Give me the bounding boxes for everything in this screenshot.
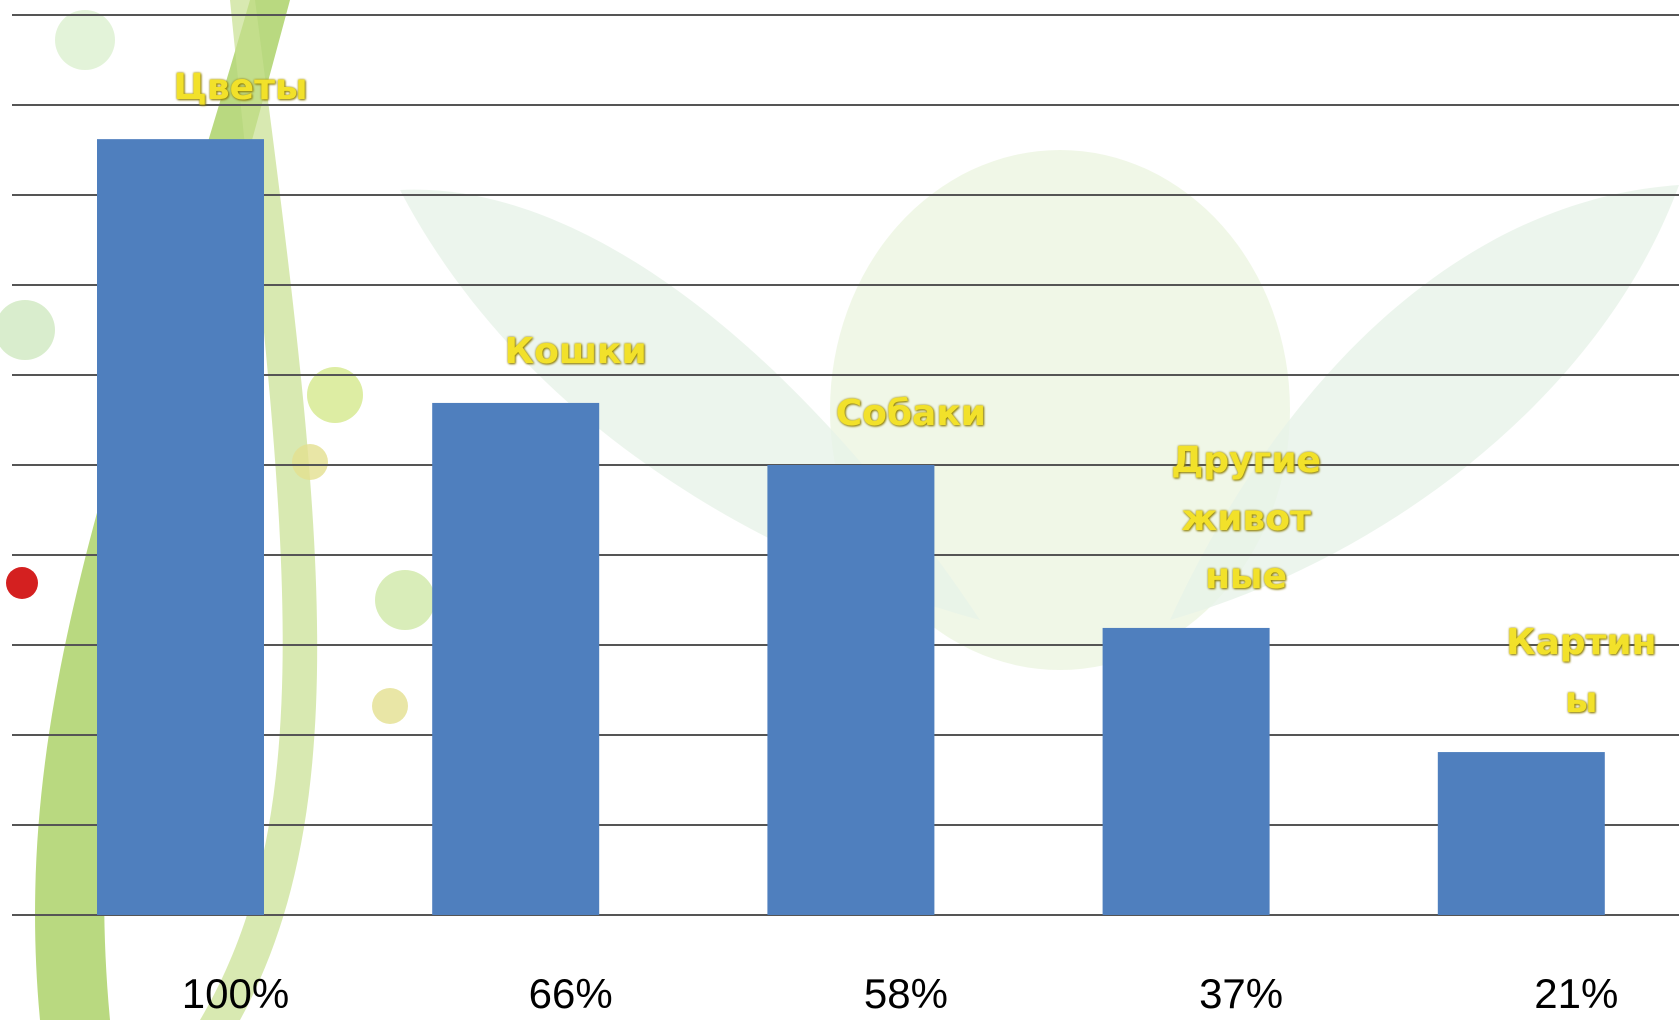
bar <box>1102 627 1270 915</box>
value-label: 21% <box>1534 970 1619 1017</box>
category-label: Картин ы <box>1506 622 1657 722</box>
bar <box>1437 752 1605 915</box>
bar <box>97 139 264 915</box>
value-label: 58% <box>863 970 948 1017</box>
value-label: 66% <box>528 970 613 1017</box>
category-label: Другие живот ные <box>1171 439 1321 597</box>
category-label: Цветы <box>173 67 308 109</box>
bar <box>767 465 935 915</box>
value-label: 100% <box>181 970 290 1017</box>
value-label: 37% <box>1199 970 1284 1017</box>
bar <box>432 402 600 915</box>
category-label: Собаки <box>835 393 987 434</box>
category-label: Кошки <box>504 330 647 372</box>
